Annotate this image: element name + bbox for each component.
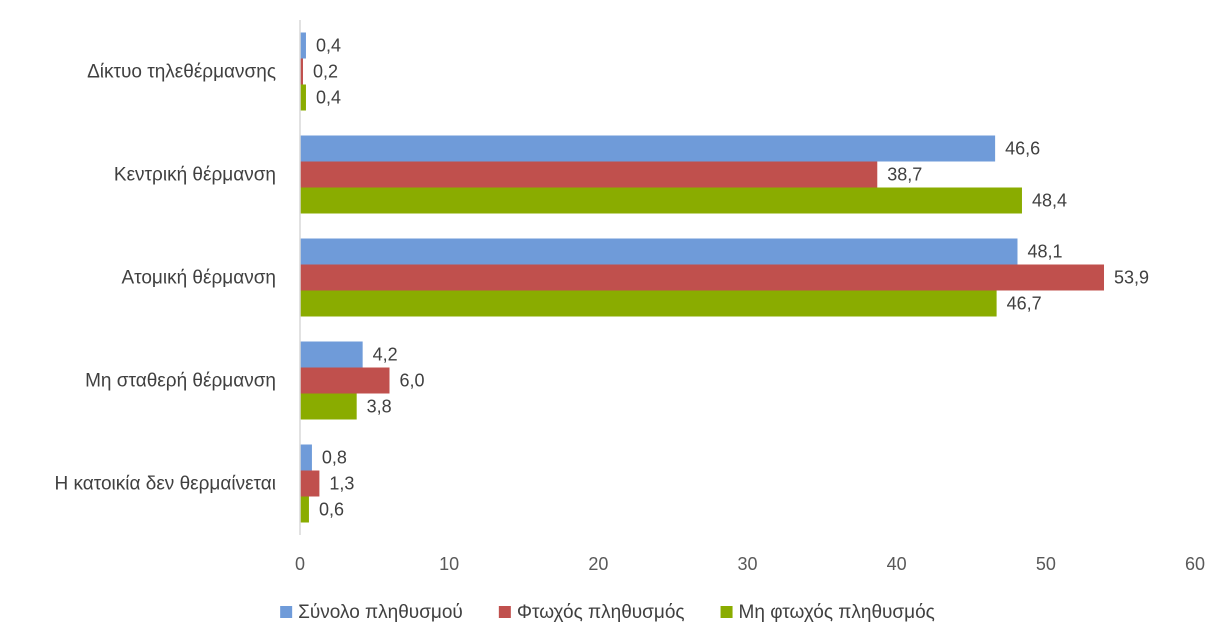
bar xyxy=(300,264,1105,291)
bar xyxy=(300,367,390,394)
category-label: Μη σταθερή θέρμανση xyxy=(85,371,276,392)
category-label: Κεντρική θέρμανση xyxy=(114,165,276,186)
bar xyxy=(300,341,363,368)
bar xyxy=(300,470,320,497)
x-tick-label: 40 xyxy=(887,554,907,574)
data-label: 0,4 xyxy=(316,36,341,56)
x-tick-label: 60 xyxy=(1185,554,1205,574)
bar xyxy=(300,496,309,523)
x-tick-label: 30 xyxy=(737,554,757,574)
bar xyxy=(300,32,306,59)
data-label: 4,2 xyxy=(373,345,398,365)
category-label: Ατομική θέρμανση xyxy=(121,268,276,289)
x-tick-label: 0 xyxy=(295,554,305,574)
bar xyxy=(300,290,997,317)
data-label: 53,9 xyxy=(1114,268,1149,288)
bar xyxy=(300,444,312,471)
bar xyxy=(300,161,878,188)
x-tick-label: 50 xyxy=(1036,554,1056,574)
data-label: 46,7 xyxy=(1007,294,1042,314)
data-label: 0,4 xyxy=(316,88,341,108)
data-label: 38,7 xyxy=(887,165,922,185)
bar xyxy=(300,187,1022,214)
bar xyxy=(300,238,1018,265)
data-label: 48,1 xyxy=(1027,242,1062,262)
data-label: 46,6 xyxy=(1005,139,1040,159)
legend-swatch xyxy=(498,606,511,618)
bar xyxy=(300,393,357,420)
legend-label: Φτωχός πληθυσμός xyxy=(517,602,685,623)
legend-swatch xyxy=(720,606,733,618)
data-label: 6,0 xyxy=(400,371,425,391)
data-label: 0,6 xyxy=(319,500,344,520)
x-tick-label: 10 xyxy=(439,554,459,574)
legend-swatch xyxy=(280,606,293,618)
data-label: 1,3 xyxy=(329,474,354,494)
x-tick-label: 20 xyxy=(588,554,608,574)
data-label: 0,8 xyxy=(322,448,347,468)
legend-label: Σύνολο πληθυσμού xyxy=(298,602,463,623)
bar xyxy=(300,58,303,85)
category-label: Δίκτυο τηλεθέρμανσης xyxy=(87,62,276,83)
bar xyxy=(300,84,306,111)
category-label: Η κατοικία δεν θερμαίνεται xyxy=(55,474,277,495)
bar xyxy=(300,135,996,162)
data-label: 48,4 xyxy=(1032,191,1067,211)
legend-label: Μη φτωχός πληθυσμός xyxy=(739,602,935,623)
data-label: 0,2 xyxy=(313,62,338,82)
data-label: 3,8 xyxy=(367,397,392,417)
